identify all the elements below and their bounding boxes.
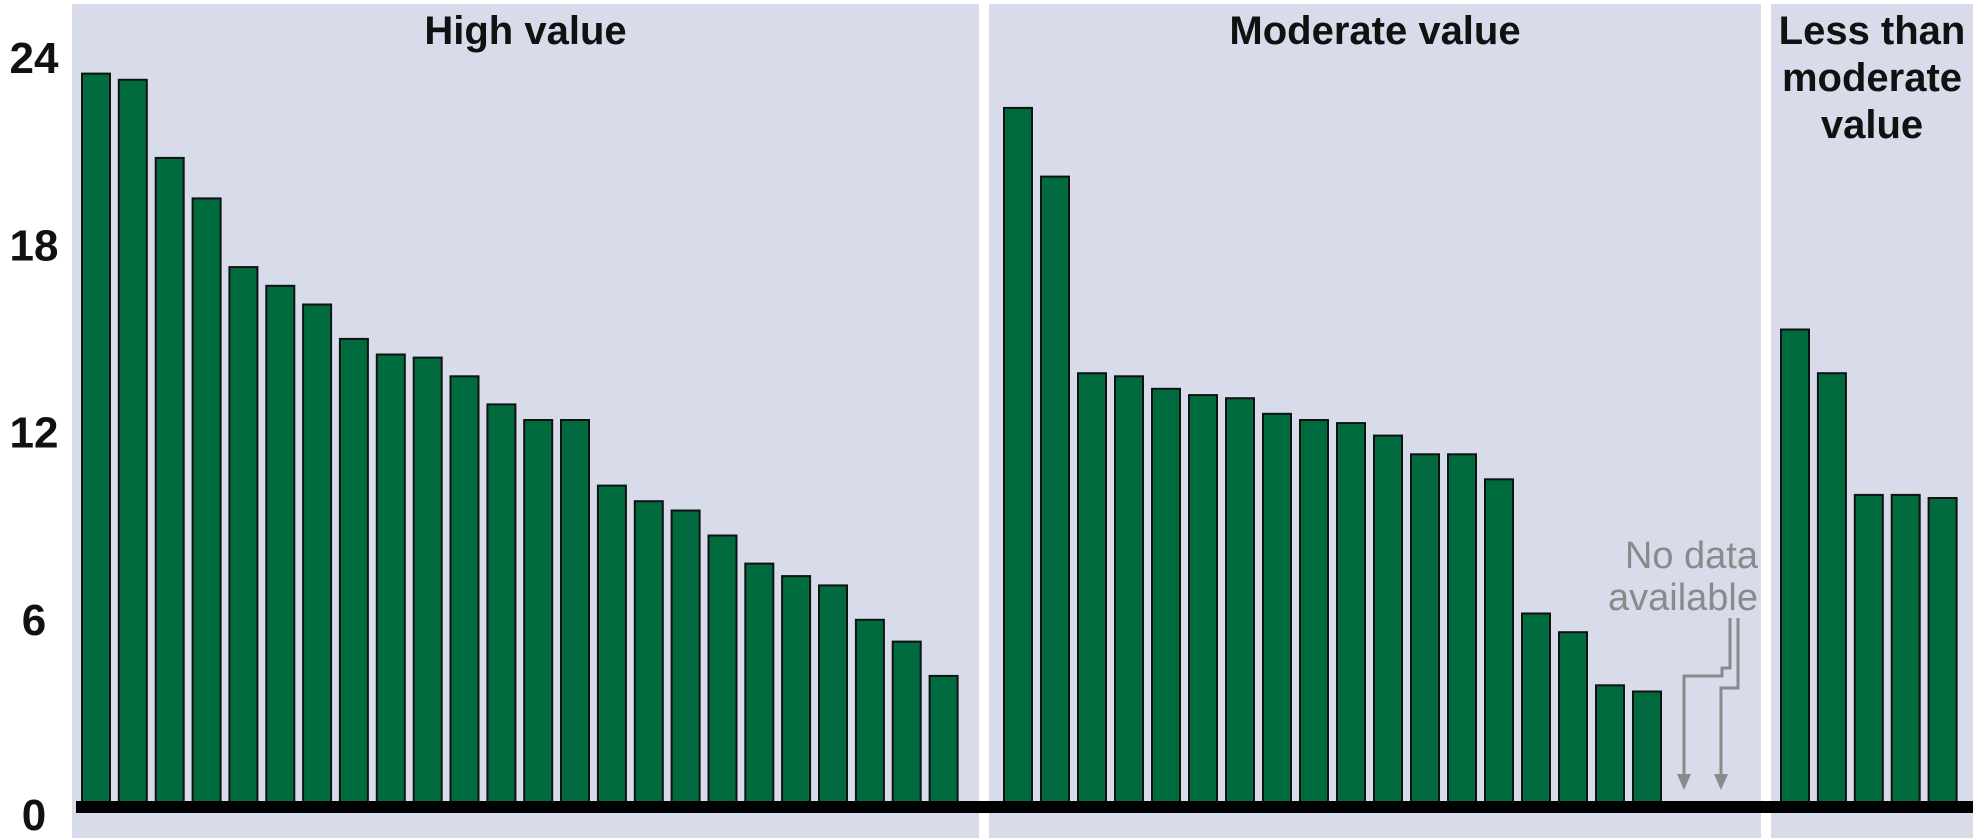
bar-high-value-9	[375, 353, 406, 808]
bar-high-value-4	[191, 197, 222, 808]
bar-moderate-value-6	[1188, 394, 1218, 808]
no-data-arrowhead-1	[1677, 774, 1691, 790]
bar-moderate-value-18	[1632, 690, 1662, 808]
bar-high-value-6	[265, 284, 296, 808]
bar-high-value-21	[818, 584, 848, 809]
no-data-annotation: No data available	[1608, 535, 1759, 619]
zero-baseline	[76, 801, 1973, 813]
bar-high-value-8	[338, 337, 369, 808]
bar-moderate-value-14	[1484, 478, 1514, 808]
y-tick-label-12: 12	[10, 409, 59, 458]
bar-high-value-22	[854, 618, 885, 809]
bar-moderate-value-2	[1040, 175, 1070, 809]
bar-high-value-5	[228, 266, 259, 809]
bar-high-value-2	[117, 78, 148, 809]
bar-high-value-3	[154, 156, 185, 808]
bar-less-than-moderate-value-1	[1780, 328, 1810, 808]
bar-high-value-13	[523, 419, 554, 808]
bar-moderate-value-10	[1336, 422, 1366, 808]
bar-moderate-value-9	[1299, 419, 1329, 808]
y-tick-label-0: 0	[22, 791, 46, 838]
y-tick-label-24: 24	[10, 34, 59, 83]
bar-moderate-value-13	[1447, 453, 1477, 808]
no-data-arrow-2	[1719, 618, 1740, 780]
bar-high-value-18	[707, 534, 738, 808]
bar-high-value-1	[81, 72, 111, 809]
bar-moderate-value-7	[1225, 397, 1255, 808]
bar-moderate-value-5	[1151, 387, 1181, 808]
bar-moderate-value-8	[1262, 412, 1292, 808]
bar-moderate-value-4	[1114, 375, 1144, 808]
bar-moderate-value-12	[1410, 453, 1440, 808]
bar-moderate-value-3	[1077, 372, 1107, 808]
bar-high-value-12	[486, 403, 517, 808]
bar-high-value-23	[891, 640, 922, 808]
bar-moderate-value-15	[1521, 612, 1551, 808]
bar-less-than-moderate-value-5	[1927, 497, 1958, 808]
group-title-less-than-moderate-value: Less than moderate value	[1779, 9, 1966, 147]
bar-moderate-value-11	[1373, 434, 1403, 808]
bar-high-value-7	[302, 303, 333, 808]
bar-high-value-19	[744, 562, 775, 808]
bar-high-value-24	[928, 674, 959, 809]
bar-high-value-17	[670, 509, 701, 808]
no-data-arrowhead-2	[1714, 774, 1728, 790]
bar-moderate-value-16	[1558, 631, 1588, 809]
bar-high-value-20	[781, 575, 812, 808]
no-data-arrow-1	[1682, 618, 1732, 780]
bar-moderate-value-17	[1595, 684, 1625, 808]
y-tick-label-18: 18	[10, 221, 59, 270]
y-tick-label-6: 6	[22, 596, 46, 645]
group-title-high-value: High value	[424, 9, 626, 53]
bar-less-than-moderate-value-3	[1853, 493, 1884, 808]
bar-high-value-15	[596, 484, 627, 808]
bar-less-than-moderate-value-2	[1816, 372, 1847, 808]
bar-less-than-moderate-value-4	[1890, 493, 1921, 808]
bar-high-value-16	[633, 500, 664, 808]
bar-high-value-11	[449, 375, 480, 808]
bar-high-value-14	[560, 419, 590, 808]
group-title-moderate-value: Moderate value	[1229, 9, 1520, 53]
bar-high-value-10	[412, 356, 443, 808]
bar-moderate-value-1	[1003, 106, 1033, 808]
